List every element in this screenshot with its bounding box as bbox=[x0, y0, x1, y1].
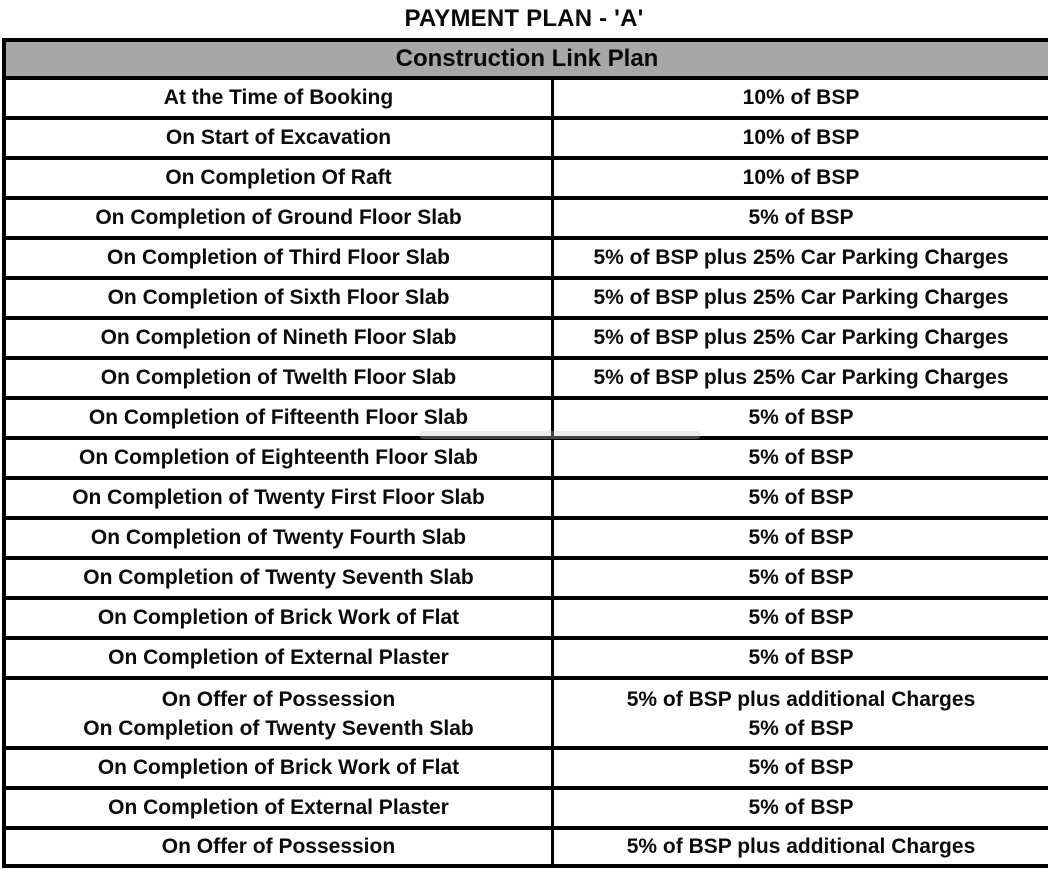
payment-cell: 5% of BSP bbox=[748, 566, 854, 589]
table-row: On Completion of Third Floor Slab 5% of … bbox=[6, 240, 1048, 280]
payment-cell: 5% of BSP plus 25% Car Parking Charges bbox=[593, 366, 1009, 389]
milestone-cell: On Completion of Twenty Seventh Slab bbox=[6, 712, 554, 746]
payment-cell: 10% of BSP bbox=[742, 86, 860, 109]
milestone-cell: At the Time of Booking bbox=[6, 80, 554, 116]
table-row: On Completion of Brick Work of Flat 5% o… bbox=[6, 600, 1048, 640]
table-row: On Start of Excavation 10% of BSP bbox=[6, 120, 1048, 160]
table-row: At the Time of Booking 10% of BSP bbox=[6, 80, 1048, 120]
table-row: On Completion of External Plaster 5% of … bbox=[6, 640, 1048, 680]
table-row: On Completion of Twelth Floor Slab 5% of… bbox=[6, 360, 1048, 400]
payment-cell: 5% of BSP bbox=[748, 526, 854, 549]
payment-cell: 5% of BSP bbox=[748, 756, 854, 779]
payment-plan-table: Construction Link Plan At the Time of Bo… bbox=[2, 38, 1048, 868]
payment-cell: 5% of BSP plus 25% Car Parking Charges bbox=[593, 326, 1009, 349]
milestone-cell: On Completion of Twenty First Floor Slab bbox=[6, 480, 554, 516]
milestone-cell: On Completion of Nineth Floor Slab bbox=[6, 320, 554, 356]
milestone-cell: On Offer of Possession bbox=[6, 680, 554, 712]
milestone-cell: On Completion of External Plaster bbox=[6, 640, 554, 676]
table-header: Construction Link Plan bbox=[6, 38, 1048, 80]
payment-cell: 5% of BSP plus 25% Car Parking Charges bbox=[593, 286, 1009, 309]
payment-cell: 5% of BSP bbox=[748, 446, 854, 469]
table-row: On Completion of Twenty Seventh Slab 5% … bbox=[6, 560, 1048, 600]
payment-cell: 5% of BSP bbox=[748, 206, 854, 229]
payment-cell: 10% of BSP bbox=[742, 166, 860, 189]
payment-cell: 5% of BSP bbox=[748, 717, 854, 740]
milestone-cell: On Completion of Twenty Seventh Slab bbox=[6, 560, 554, 596]
table-row: On Completion of Nineth Floor Slab 5% of… bbox=[6, 320, 1048, 360]
table-row: On Completion of Sixth Floor Slab 5% of … bbox=[6, 280, 1048, 320]
payment-cell: 5% of BSP plus 25% Car Parking Charges bbox=[593, 246, 1009, 269]
table-row: On Completion of Brick Work of Flat 5% o… bbox=[6, 750, 1048, 790]
table-row: On Completion of Twenty Fourth Slab 5% o… bbox=[6, 520, 1048, 560]
payment-cell: 10% of BSP bbox=[742, 126, 860, 149]
milestone-cell: On Offer of Possession bbox=[6, 830, 554, 864]
table-row: On Completion of Ground Floor Slab 5% of… bbox=[6, 200, 1048, 240]
payment-cell: 5% of BSP plus additional Charges bbox=[626, 688, 976, 711]
milestone-cell: On Start of Excavation bbox=[6, 120, 554, 156]
table-row: On Completion of External Plaster 5% of … bbox=[6, 790, 1048, 830]
page-title: PAYMENT PLAN - 'A' bbox=[0, 0, 1048, 38]
milestone-cell: On Completion of Twelth Floor Slab bbox=[6, 360, 554, 396]
table-row: On Completion of Fifteenth Floor Slab 5%… bbox=[6, 400, 1048, 440]
table-row: On Completion of Twenty First Floor Slab… bbox=[6, 480, 1048, 520]
milestone-cell: On Completion Of Raft bbox=[6, 160, 554, 196]
payment-cell: 5% of BSP bbox=[748, 406, 854, 429]
milestone-cell: On Completion of Brick Work of Flat bbox=[6, 750, 554, 786]
milestone-cell: On Completion of Ground Floor Slab bbox=[6, 200, 554, 236]
payment-cell: 5% of BSP bbox=[748, 646, 854, 669]
table-row: On Completion of Twenty Seventh Slab 5% … bbox=[6, 712, 1048, 750]
table-row: On Offer of Possession 5% of BSP plus ad… bbox=[6, 830, 1048, 868]
milestone-cell: On Completion of Twenty Fourth Slab bbox=[6, 520, 554, 556]
milestone-cell: On Completion of Eighteenth Floor Slab bbox=[6, 440, 554, 476]
milestone-cell: On Completion of Third Floor Slab bbox=[6, 240, 554, 276]
milestone-cell: On Completion of Fifteenth Floor Slab bbox=[6, 400, 554, 436]
payment-cell: 5% of BSP bbox=[748, 606, 854, 629]
payment-cell: 5% of BSP plus additional Charges bbox=[626, 835, 976, 858]
milestone-cell: On Completion of Sixth Floor Slab bbox=[6, 280, 554, 316]
payment-cell: 5% of BSP bbox=[748, 486, 854, 509]
milestone-cell: On Completion of Brick Work of Flat bbox=[6, 600, 554, 636]
payment-cell: 5% of BSP bbox=[748, 796, 854, 819]
table-row-clipped: On Offer of Possession 5% of BSP plus ad… bbox=[6, 680, 1048, 712]
faint-watermark bbox=[420, 431, 700, 439]
table-row: On Completion of Eighteenth Floor Slab 5… bbox=[6, 440, 1048, 480]
table-row: On Completion Of Raft 10% of BSP bbox=[6, 160, 1048, 200]
milestone-cell: On Completion of External Plaster bbox=[6, 790, 554, 826]
